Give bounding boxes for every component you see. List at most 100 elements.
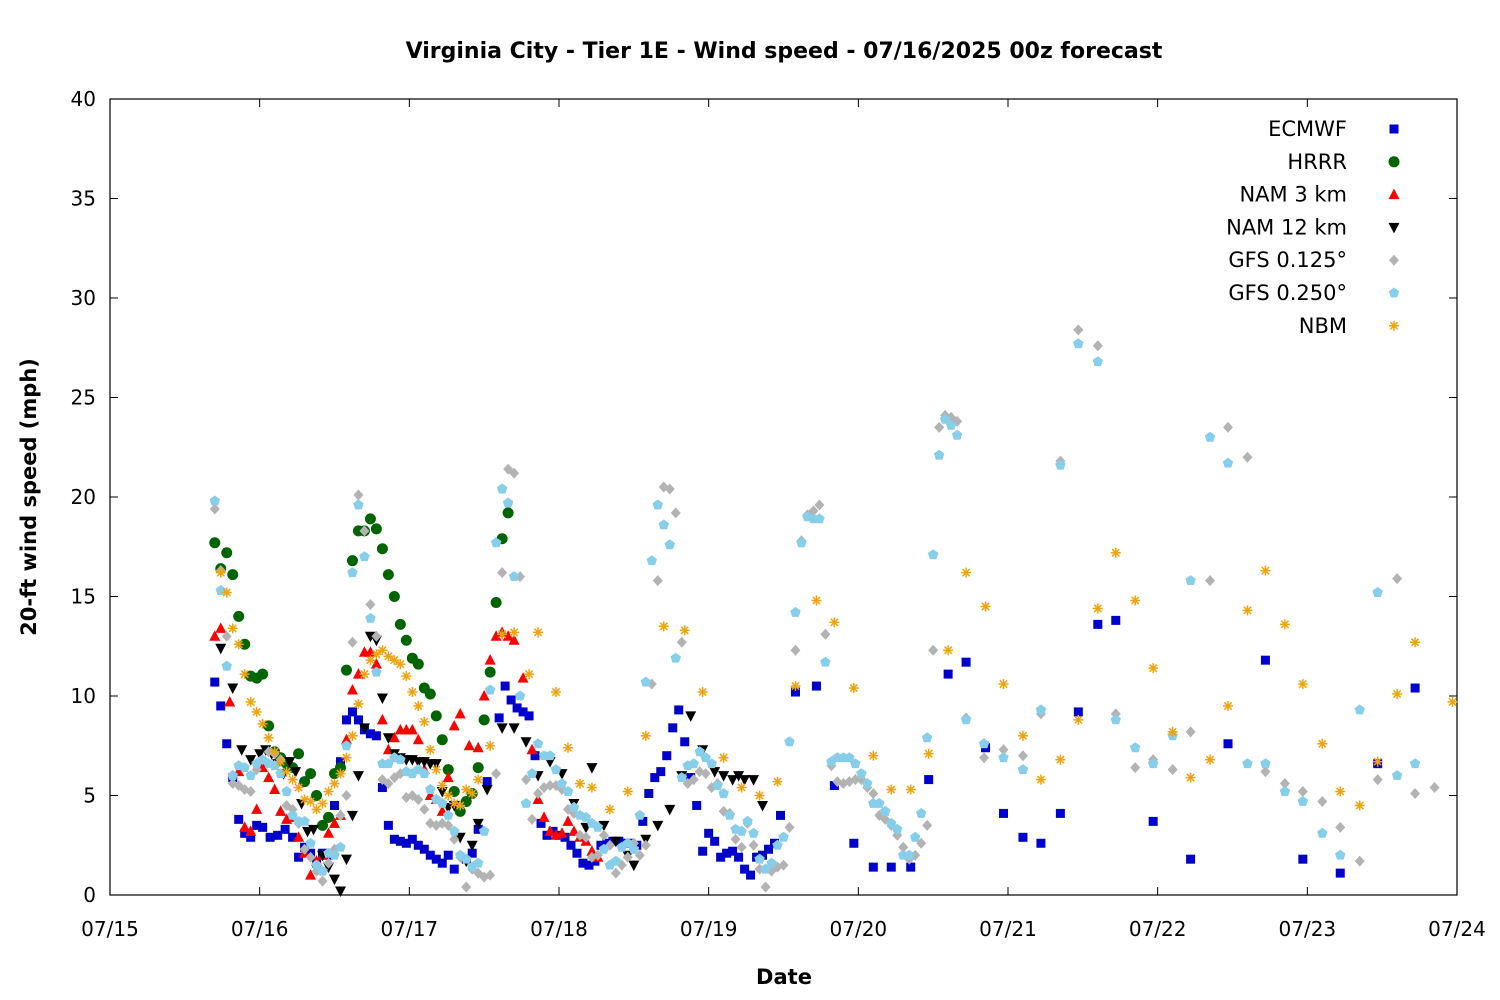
data-point: [874, 798, 885, 808]
data-point: [1297, 786, 1308, 798]
data-point: [790, 644, 801, 656]
data-point: [1429, 782, 1440, 794]
data-point: [1354, 800, 1365, 811]
data-point: [868, 750, 879, 761]
data-point: [395, 836, 405, 846]
data-point: [527, 813, 538, 825]
data-point: [999, 808, 1009, 818]
y-axis-ticks: 0 5 10 15 20 25 30 35 40: [71, 87, 1457, 907]
data-point: [680, 737, 690, 747]
data-point: [758, 850, 768, 860]
data-point: [376, 713, 388, 725]
data-point: [1185, 726, 1196, 738]
data-point: [610, 836, 622, 848]
data-point: [308, 824, 320, 836]
x-tick-label: 07/20: [830, 917, 888, 941]
data-point: [454, 707, 466, 719]
data-point: [533, 788, 544, 800]
data-point: [341, 790, 352, 801]
data-point: [1110, 547, 1121, 558]
data-point: [916, 807, 927, 818]
data-point: [413, 793, 424, 805]
data-point: [482, 777, 492, 787]
data-point: [718, 788, 729, 798]
data-point: [778, 831, 789, 842]
data-point: [1317, 795, 1328, 807]
data-point: [939, 413, 951, 424]
data-point: [904, 849, 915, 860]
data-point: [1185, 575, 1196, 585]
data-point: [718, 752, 729, 763]
data-point: [437, 798, 448, 808]
data-point: [584, 860, 594, 870]
data-point: [478, 714, 490, 726]
data-point: [419, 716, 430, 727]
data-point: [1147, 758, 1159, 769]
data-point: [1092, 340, 1103, 352]
data-point: [640, 676, 651, 687]
data-point: [508, 571, 520, 581]
legend-marker: [1388, 287, 1400, 298]
data-point: [293, 831, 305, 842]
x-tick-label: 07/22: [1129, 917, 1187, 941]
data-point: [222, 739, 232, 749]
data-point: [748, 839, 759, 851]
data-point: [730, 833, 741, 845]
data-point: [233, 610, 245, 622]
data-point: [622, 786, 633, 797]
data-point: [598, 829, 609, 841]
data-point: [928, 644, 939, 656]
data-point: [868, 862, 878, 872]
data-point: [449, 864, 459, 874]
data-point: [364, 513, 376, 525]
data-point: [685, 711, 697, 722]
data-point: [580, 831, 591, 843]
data-point: [227, 683, 239, 695]
data-point: [329, 817, 340, 828]
legend-marker: [1389, 254, 1399, 266]
data-point: [943, 645, 954, 656]
data-point: [532, 738, 544, 749]
data-point: [485, 869, 496, 881]
data-point: [425, 784, 436, 794]
data-point: [371, 649, 382, 660]
y-tick-label: 0: [83, 883, 96, 907]
data-point: [269, 760, 280, 771]
data-point: [886, 862, 896, 872]
data-point: [906, 862, 916, 872]
data-point: [1392, 573, 1403, 585]
y-tick-label: 40: [71, 87, 96, 111]
data-point: [1036, 838, 1046, 848]
y-tick-label: 25: [71, 386, 96, 410]
data-point: [209, 503, 220, 515]
data-point: [484, 684, 496, 695]
data-point: [257, 718, 268, 729]
data-point: [346, 810, 358, 822]
data-point: [323, 786, 334, 797]
data-point: [1354, 855, 1365, 867]
data-point: [622, 851, 633, 863]
data-point: [662, 751, 672, 761]
data-point: [323, 827, 335, 838]
data-point: [530, 751, 540, 761]
data-point: [209, 495, 220, 506]
legend-marker: [1388, 188, 1400, 200]
data-point: [478, 690, 490, 701]
data-point: [257, 668, 269, 680]
data-point: [1017, 730, 1028, 741]
data-point: [764, 844, 774, 854]
series-gfs-0-250: [209, 338, 1421, 876]
data-point: [638, 816, 648, 826]
legend-marker: [1388, 156, 1400, 168]
data-point: [526, 768, 538, 779]
data-point: [656, 767, 666, 777]
data-point: [1055, 459, 1066, 470]
data-point: [473, 774, 484, 785]
y-tick-label: 30: [71, 286, 96, 310]
data-point: [1093, 619, 1103, 629]
data-point: [330, 800, 339, 810]
legend-label: NAM 12 km: [1226, 215, 1347, 239]
data-point: [425, 850, 435, 860]
data-point: [490, 537, 502, 548]
